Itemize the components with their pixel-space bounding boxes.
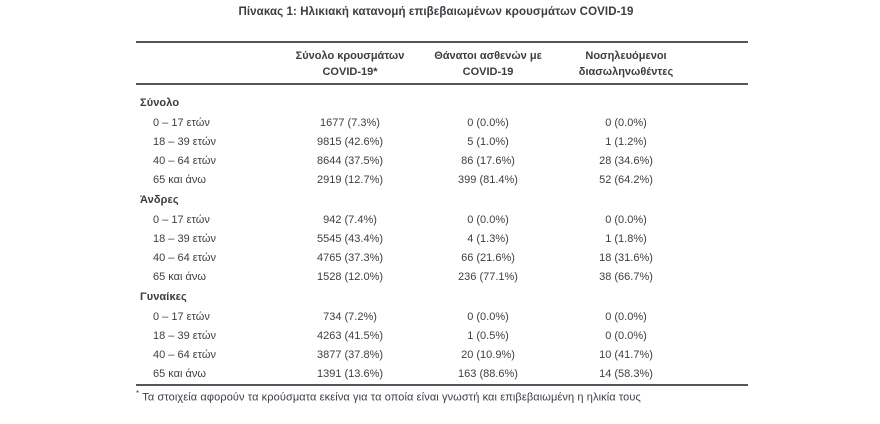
column-header-intubated: Νοσηλευόμενοι διασωληνωθέντες	[557, 48, 695, 83]
section-header-men: Άνδρες	[136, 189, 748, 210]
row-label: 18 – 39 ετών	[153, 329, 216, 342]
cell-deaths: 399 (81.4%)	[458, 173, 518, 186]
cell-deaths: 0 (0.0%)	[467, 213, 509, 226]
column-header-deaths: Θάνατοι ασθενών με COVID-19	[419, 48, 557, 83]
cell-deaths: 0 (0.0%)	[467, 116, 509, 129]
section-label: Σύνολο	[140, 96, 180, 109]
table-row: 65 και άνω 1528 (12.0%) 236 (77.1%) 38 (…	[136, 267, 748, 286]
cell-deaths: 5 (1.0%)	[467, 135, 509, 148]
footnote-marker: *	[136, 389, 140, 398]
row-label: 65 και άνω	[153, 367, 206, 380]
cell-deaths: 163 (88.6%)	[458, 367, 518, 380]
column-header-intubated-line1: Νοσηλευόμενοι	[585, 50, 667, 62]
cell-intubated: 52 (64.2%)	[599, 173, 653, 186]
table-body: Σύνολο 0 – 17 ετών 1677 (7.3%) 0 (0.0%) …	[136, 85, 748, 384]
cell-cases: 2919 (12.7%)	[316, 173, 384, 186]
section-header-women: Γυναίκες	[136, 286, 748, 307]
column-header-cases-line2: COVID-19*	[322, 66, 378, 78]
row-label: 0 – 17 ετών	[153, 116, 210, 129]
header-spacer	[695, 48, 748, 83]
row-label: 18 – 39 ετών	[153, 135, 216, 148]
column-header-cases-line1: Σύνολο κρουσμάτων	[295, 50, 405, 62]
cell-intubated: 0 (0.0%)	[605, 329, 647, 342]
bottom-rule	[136, 384, 748, 386]
table-row: 65 και άνω 2919 (12.7%) 399 (81.4%) 52 (…	[136, 170, 748, 189]
table-row: 18 – 39 ετών 9815 (42.6%) 5 (1.0%) 1 (1.…	[136, 132, 748, 151]
table-row: 0 – 17 ετών 1677 (7.3%) 0 (0.0%) 0 (0.0%…	[136, 113, 748, 132]
row-label: 18 – 39 ετών	[153, 232, 216, 245]
cell-intubated: 10 (41.7%)	[599, 348, 653, 361]
cell-cases: 942 (7.4%)	[323, 213, 377, 226]
cell-cases: 1677 (7.3%)	[320, 116, 380, 129]
row-label: 40 – 64 ετών	[153, 251, 216, 264]
cell-cases: 4765 (37.3%)	[316, 251, 384, 264]
table-row: 0 – 17 ετών 734 (7.2%) 0 (0.0%) 0 (0.0%)	[136, 307, 748, 326]
row-label: 40 – 64 ετών	[153, 348, 216, 361]
cell-intubated: 28 (34.6%)	[599, 154, 653, 167]
cell-intubated: 1 (1.8%)	[605, 232, 647, 245]
cell-cases: 9815 (42.6%)	[316, 135, 384, 148]
table-footnote: * Τα στοιχεία αφορούν τα κρούσματα εκείνα…	[136, 389, 756, 404]
cell-deaths: 4 (1.3%)	[467, 232, 509, 245]
section-label: Γυναίκες	[140, 290, 187, 303]
cell-intubated: 18 (31.6%)	[599, 251, 653, 264]
table-row: 0 – 17 ετών 942 (7.4%) 0 (0.0%) 0 (0.0%)	[136, 210, 748, 229]
cell-cases: 3877 (37.8%)	[316, 348, 384, 361]
section-label: Άνδρες	[140, 193, 179, 206]
column-header-deaths-line2: COVID-19	[462, 66, 514, 78]
cell-intubated: 0 (0.0%)	[605, 116, 647, 129]
table-row: 18 – 39 ετών 4263 (41.5%) 1 (0.5%) 0 (0.…	[136, 326, 748, 345]
row-label: 40 – 64 ετών	[153, 154, 216, 167]
row-label: 0 – 17 ετών	[153, 310, 210, 323]
table-row: 65 και άνω 1391 (13.6%) 163 (88.6%) 14 (…	[136, 364, 748, 383]
row-label: 65 και άνω	[153, 270, 206, 283]
cell-intubated: 0 (0.0%)	[605, 213, 647, 226]
table-title: Πίνακας 1: Ηλικιακή κατανομή επιβεβαιωμέ…	[238, 6, 634, 18]
cell-intubated: 14 (58.3%)	[599, 367, 653, 380]
table-row: 40 – 64 ετών 8644 (37.5%) 86 (17.6%) 28 …	[136, 151, 748, 170]
cell-cases: 5545 (43.4%)	[316, 232, 384, 245]
cell-deaths: 0 (0.0%)	[467, 310, 509, 323]
column-header-intubated-line2: διασωληνωθέντες	[578, 66, 674, 78]
data-table: Σύνολο κρουσμάτων COVID-19* Θάνατοι ασθε…	[136, 41, 748, 386]
cell-deaths: 86 (17.6%)	[461, 154, 515, 167]
section-header-total: Σύνολο	[136, 92, 748, 113]
row-label: 65 και άνω	[153, 173, 206, 186]
cell-cases: 4263 (41.5%)	[316, 329, 384, 342]
cell-intubated: 1 (1.2%)	[605, 135, 647, 148]
cell-intubated: 0 (0.0%)	[605, 310, 647, 323]
cell-deaths: 20 (10.9%)	[461, 348, 515, 361]
cell-deaths: 1 (0.5%)	[467, 329, 509, 342]
top-rule	[136, 41, 748, 43]
cell-deaths: 66 (21.6%)	[461, 251, 515, 264]
table-row: 18 – 39 ετών 5545 (43.4%) 4 (1.3%) 1 (1.…	[136, 229, 748, 248]
table-header-row: Σύνολο κρουσμάτων COVID-19* Θάνατοι ασθε…	[136, 43, 748, 83]
cell-cases: 8644 (37.5%)	[316, 154, 384, 167]
cell-cases: 1391 (13.6%)	[316, 367, 384, 380]
cell-cases: 1528 (12.0%)	[316, 270, 384, 283]
column-header-cases: Σύνολο κρουσμάτων COVID-19*	[281, 48, 419, 83]
cell-intubated: 38 (66.7%)	[599, 270, 653, 283]
row-label: 0 – 17 ετών	[153, 213, 210, 226]
header-rule	[136, 83, 748, 85]
cell-deaths: 236 (77.1%)	[458, 270, 518, 283]
table-row: 40 – 64 ετών 3877 (37.8%) 20 (10.9%) 10 …	[136, 345, 748, 364]
header-spacer	[136, 48, 281, 83]
footnote-text: Τα στοιχεία αφορούν τα κρούσματα εκείνα …	[142, 391, 641, 404]
cell-cases: 734 (7.2%)	[323, 310, 377, 323]
table-row: 40 – 64 ετών 4765 (37.3%) 66 (21.6%) 18 …	[136, 248, 748, 267]
column-header-deaths-line1: Θάνατοι ασθενών με	[434, 50, 542, 62]
